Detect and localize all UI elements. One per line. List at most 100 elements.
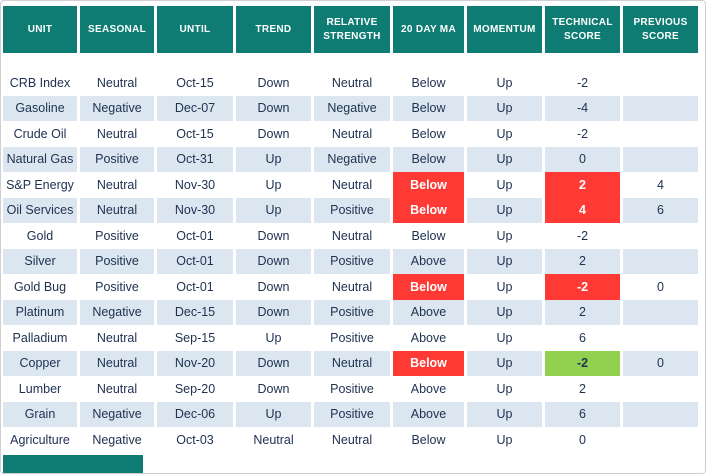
column-header-technical-score: TECHNICAL SCORE xyxy=(545,6,620,53)
cell-seasonal: Neutral xyxy=(80,121,154,147)
cell-seasonal: Negative xyxy=(80,299,154,325)
cell-trend: Down xyxy=(236,274,311,300)
cell-20-day-ma: Below xyxy=(393,121,464,147)
cell-20-day-ma: Above xyxy=(393,325,464,351)
cell-trend: Up xyxy=(236,172,311,198)
cell-technical-score: -2 xyxy=(545,223,620,249)
column-header-unit: UNIT xyxy=(3,6,77,53)
cell-seasonal: Neutral xyxy=(80,70,154,96)
column-header-previous-score: PREVIOUS SCORE xyxy=(623,6,698,53)
cell-20-day-ma: Above xyxy=(393,299,464,325)
cell-until: Dec-07 xyxy=(157,95,233,121)
cell-seasonal: Positive xyxy=(80,248,154,274)
cell-relative-strength: Positive xyxy=(314,325,390,351)
cell-20-day-ma: Above xyxy=(393,376,464,402)
column-header-20-day-ma: 20 DAY MA xyxy=(393,6,464,53)
cell-technical-score: 6 xyxy=(545,325,620,351)
cell-20-day-ma: Below xyxy=(393,223,464,249)
table-row-copper: Copper Neutral Nov-20 Down Neutral Below Up -2 0 xyxy=(1,350,705,376)
cell-previous-score xyxy=(623,248,698,274)
cell-previous-score xyxy=(623,427,698,453)
cell-20-day-ma-highlighted: Below xyxy=(393,350,464,376)
cell-until: Oct-31 xyxy=(157,146,233,172)
cell-technical-score: 2 xyxy=(545,376,620,402)
cell-20-day-ma: Below xyxy=(393,146,464,172)
cell-trend: Up xyxy=(236,401,311,427)
cell-previous-score xyxy=(623,223,698,249)
table-row-agriculture: Agriculture Negative Oct-03 Neutral Neutral B… xyxy=(1,427,705,453)
cell-momentum: Up xyxy=(467,401,542,427)
column-header-relative-strength: RELATIVE STRENGTH xyxy=(314,6,390,53)
cell-until: Dec-06 xyxy=(157,401,233,427)
cell-momentum: Up xyxy=(467,248,542,274)
cell-relative-strength: Neutral xyxy=(314,427,390,453)
cell-unit: Lumber xyxy=(3,376,77,402)
cell-previous-score xyxy=(623,95,698,121)
cell-trend: Down xyxy=(236,299,311,325)
cell-momentum: Up xyxy=(467,325,542,351)
cell-technical-score: 2 xyxy=(545,248,620,274)
cell-until: Nov-20 xyxy=(157,350,233,376)
table-row-natural-gas: Natural Gas Positive Oct-31 Up Negative Below… xyxy=(1,146,705,172)
cell-previous-score xyxy=(623,299,698,325)
cell-relative-strength: Neutral xyxy=(314,274,390,300)
table-row-lumber: Lumber Neutral Sep-20 Down Positive Above Up 2 xyxy=(1,376,705,402)
cell-previous-score xyxy=(623,376,698,402)
cell-momentum: Up xyxy=(467,95,542,121)
cell-until: Oct-15 xyxy=(157,70,233,96)
cell-previous-score: 0 xyxy=(623,274,698,300)
cell-unit: Grain xyxy=(3,401,77,427)
cell-seasonal: Positive xyxy=(80,146,154,172)
cell-seasonal: Negative xyxy=(80,401,154,427)
cell-technical-score: 6 xyxy=(545,401,620,427)
cell-until: Sep-20 xyxy=(157,376,233,402)
cell-trend: Up xyxy=(236,146,311,172)
table-header-row: UNIT SEASONAL UNTIL TREND RELATIVE STRENGTH 2… xyxy=(1,6,705,53)
cell-trend: Up xyxy=(236,197,311,223)
next-section-partial-header-bar xyxy=(3,455,143,473)
cell-technical-score: 0 xyxy=(545,146,620,172)
cell-momentum: Up xyxy=(467,299,542,325)
table-row-palladium: Palladium Neutral Sep-15 Up Positive Above Up 6 xyxy=(1,325,705,351)
cell-unit: Platinum xyxy=(3,299,77,325)
cell-previous-score xyxy=(623,121,698,147)
table-row-oil-services: Oil Services Neutral Nov-30 Up Positive Below… xyxy=(1,197,705,223)
cell-unit: Gold xyxy=(3,223,77,249)
cell-seasonal: Neutral xyxy=(80,376,154,402)
cell-until: Oct-01 xyxy=(157,223,233,249)
cell-20-day-ma: Below xyxy=(393,70,464,96)
cell-trend: Down xyxy=(236,350,311,376)
cell-technical-score-highlighted: -2 xyxy=(545,274,620,300)
cell-trend: Neutral xyxy=(236,427,311,453)
cell-momentum: Up xyxy=(467,350,542,376)
cell-momentum: Up xyxy=(467,427,542,453)
cell-seasonal: Neutral xyxy=(80,172,154,198)
cell-technical-score: -4 xyxy=(545,95,620,121)
cell-trend: Down xyxy=(236,248,311,274)
table-row-gasoline: Gasoline Negative Dec-07 Down Negative Below U… xyxy=(1,95,705,121)
cell-unit: Natural Gas xyxy=(3,146,77,172)
cell-momentum: Up xyxy=(467,376,542,402)
cell-momentum: Up xyxy=(467,70,542,96)
cell-technical-score: -2 xyxy=(545,70,620,96)
cell-relative-strength: Neutral xyxy=(314,70,390,96)
column-header-seasonal: SEASONAL xyxy=(80,6,154,53)
cell-technical-score-highlighted: 2 xyxy=(545,172,620,198)
cell-relative-strength: Neutral xyxy=(314,350,390,376)
cell-momentum: Up xyxy=(467,146,542,172)
cell-seasonal: Neutral xyxy=(80,350,154,376)
cell-technical-score: 0 xyxy=(545,427,620,453)
cell-previous-score: 0 xyxy=(623,350,698,376)
cell-unit: Gasoline xyxy=(3,95,77,121)
cell-trend: Down xyxy=(236,70,311,96)
cell-until: Nov-30 xyxy=(157,172,233,198)
cell-trend: Down xyxy=(236,95,311,121)
cell-seasonal: Neutral xyxy=(80,325,154,351)
cell-relative-strength: Neutral xyxy=(314,172,390,198)
cell-technical-score: -2 xyxy=(545,121,620,147)
cell-momentum: Up xyxy=(467,172,542,198)
cell-20-day-ma-highlighted: Below xyxy=(393,197,464,223)
cell-relative-strength: Neutral xyxy=(314,223,390,249)
cell-relative-strength: Positive xyxy=(314,376,390,402)
